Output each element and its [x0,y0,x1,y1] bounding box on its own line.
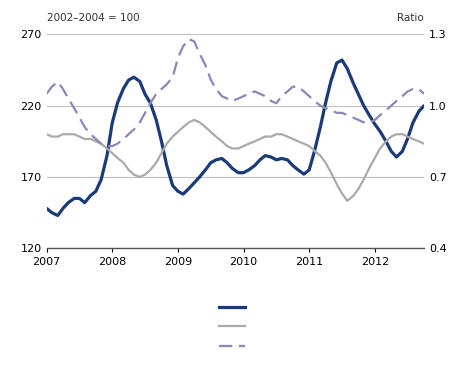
Text: Ratio: Ratio [397,13,424,23]
Text: 2002–2004 = 100: 2002–2004 = 100 [47,13,139,23]
Legend: , , : , , [219,302,252,354]
